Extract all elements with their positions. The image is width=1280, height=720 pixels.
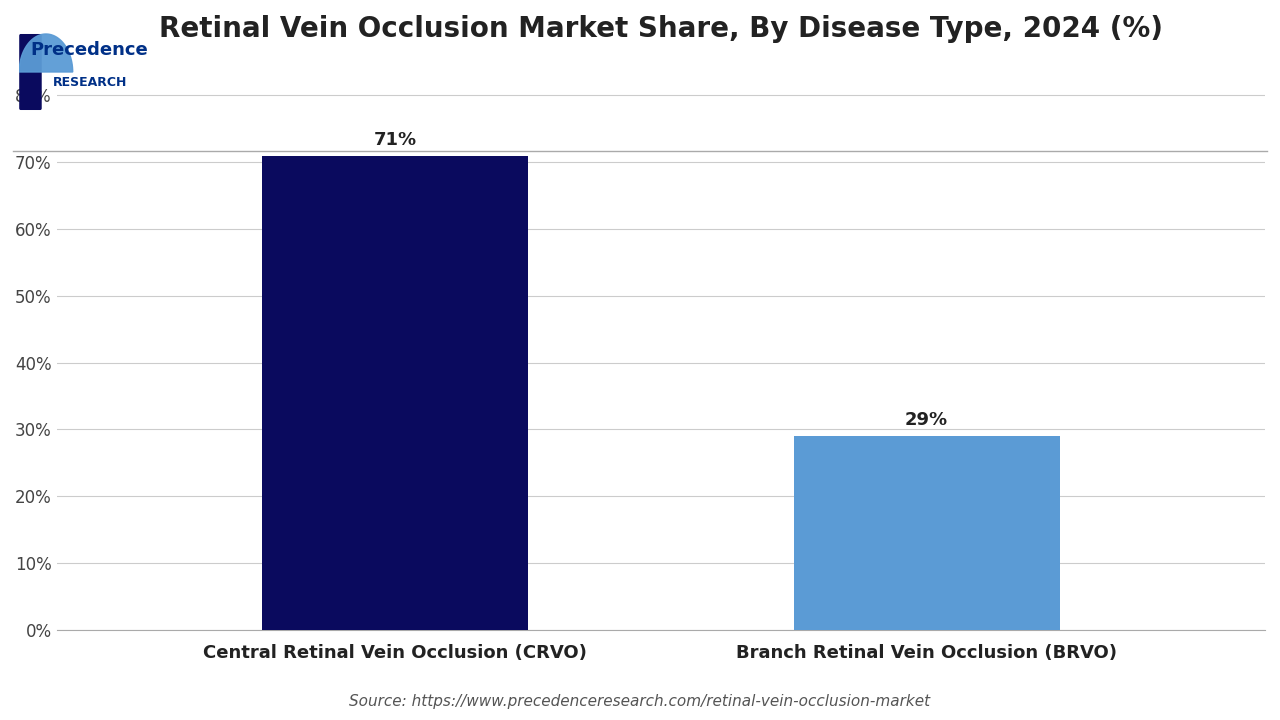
Bar xyxy=(262,156,527,630)
Text: Precedence: Precedence xyxy=(31,41,148,59)
Text: Source: https://www.precedenceresearch.com/retinal-vein-occlusion-market: Source: https://www.precedenceresearch.c… xyxy=(349,693,931,708)
Bar xyxy=(794,436,1060,630)
FancyBboxPatch shape xyxy=(19,34,42,110)
Text: 29%: 29% xyxy=(905,411,948,429)
Text: 71%: 71% xyxy=(374,131,416,149)
Polygon shape xyxy=(19,34,73,72)
Text: RESEARCH: RESEARCH xyxy=(52,76,127,89)
Title: Retinal Vein Occlusion Market Share, By Disease Type, 2024 (%): Retinal Vein Occlusion Market Share, By … xyxy=(159,15,1162,43)
